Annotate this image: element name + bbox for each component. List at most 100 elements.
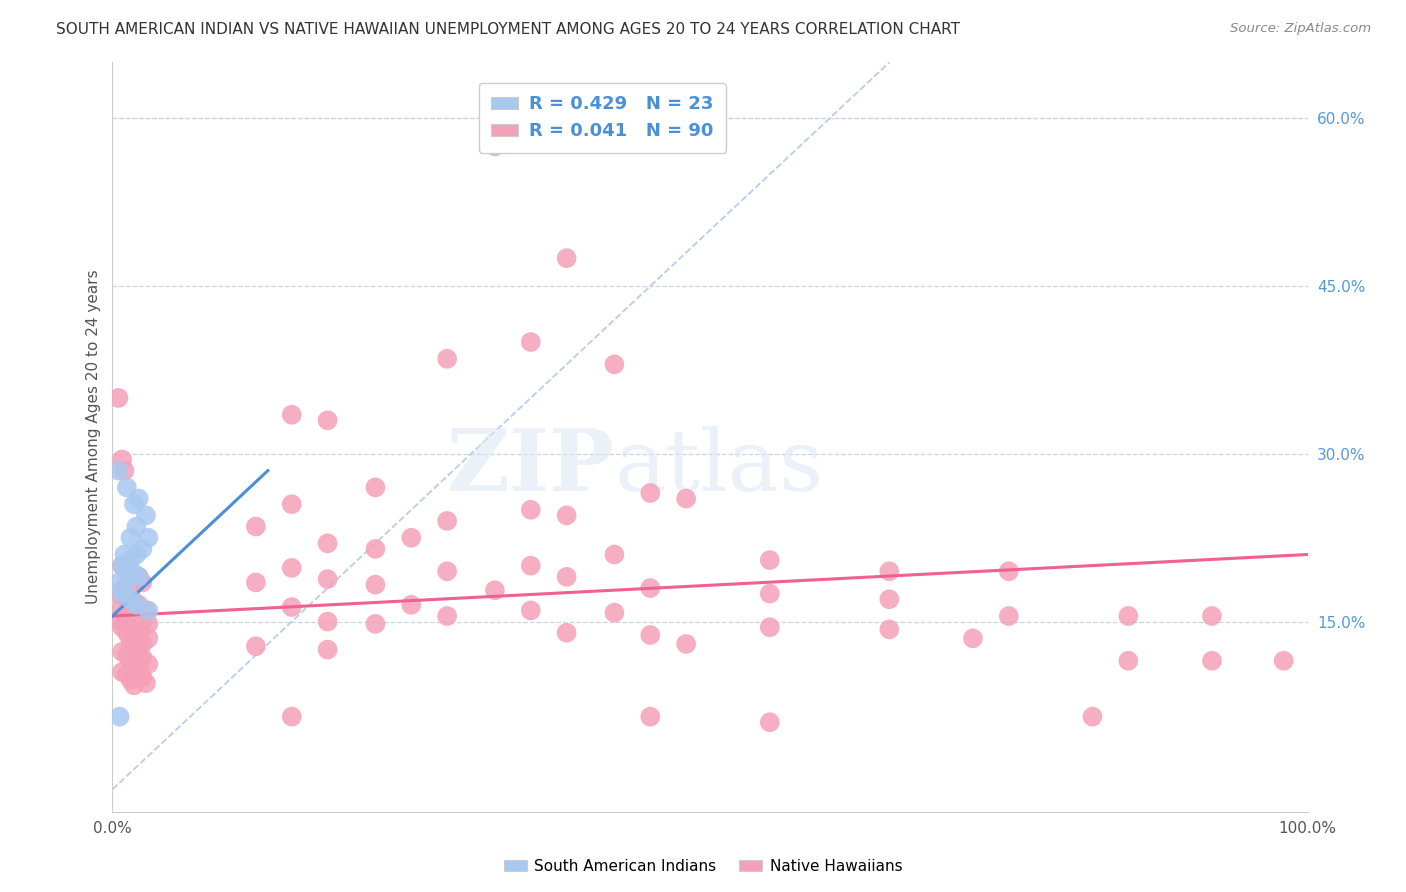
Point <box>484 139 506 153</box>
Point <box>115 561 138 575</box>
Point <box>879 564 901 578</box>
Point <box>115 648 138 662</box>
Point <box>122 639 145 653</box>
Point <box>115 667 138 681</box>
Point <box>115 625 138 640</box>
Point <box>128 570 150 584</box>
Text: ZIP: ZIP <box>447 425 614 509</box>
Point <box>1201 609 1223 624</box>
Point <box>138 632 160 646</box>
Point <box>122 497 145 511</box>
Point <box>120 673 142 687</box>
Point <box>245 519 267 533</box>
Point <box>131 650 153 665</box>
Point <box>401 531 423 545</box>
Point <box>364 577 387 591</box>
Point <box>120 606 142 620</box>
Point <box>879 592 901 607</box>
Point <box>520 502 543 516</box>
Point <box>138 657 160 672</box>
Point <box>281 497 304 511</box>
Point <box>603 548 626 562</box>
Point <box>120 577 142 591</box>
Point <box>128 598 150 612</box>
Point <box>759 620 782 634</box>
Point <box>107 587 129 601</box>
Point <box>120 654 142 668</box>
Point <box>107 612 129 626</box>
Point <box>114 609 135 624</box>
Point <box>759 715 782 730</box>
Point <box>131 637 153 651</box>
Point <box>1118 654 1140 668</box>
Point <box>125 598 148 612</box>
Point <box>111 452 134 467</box>
Point <box>998 609 1021 624</box>
Point <box>135 603 157 617</box>
Point <box>316 413 339 427</box>
Point <box>114 548 135 562</box>
Point <box>120 553 142 567</box>
Point <box>316 642 339 657</box>
Point <box>111 558 134 573</box>
Point <box>759 553 782 567</box>
Point <box>120 592 142 607</box>
Point <box>520 558 543 573</box>
Point <box>879 623 901 637</box>
Point <box>120 531 142 545</box>
Point <box>603 606 626 620</box>
Point <box>111 558 134 573</box>
Point <box>138 616 160 631</box>
Point <box>962 632 984 646</box>
Point <box>107 464 129 478</box>
Point <box>114 583 135 598</box>
Point <box>281 561 304 575</box>
Point <box>316 572 339 586</box>
Point <box>122 678 145 692</box>
Point <box>316 536 339 550</box>
Point <box>122 659 145 673</box>
Point <box>111 645 134 659</box>
Point <box>135 508 157 523</box>
Point <box>316 615 339 629</box>
Point <box>520 334 543 349</box>
Point <box>675 637 697 651</box>
Point <box>122 594 145 608</box>
Point <box>1272 654 1295 668</box>
Point <box>111 620 134 634</box>
Point <box>640 486 662 500</box>
Point <box>138 531 160 545</box>
Point <box>125 519 148 533</box>
Point <box>998 564 1021 578</box>
Point <box>640 628 662 642</box>
Point <box>128 628 150 642</box>
Point <box>114 464 135 478</box>
Point <box>125 548 148 562</box>
Point <box>759 587 782 601</box>
Point <box>138 603 160 617</box>
Point <box>555 251 578 265</box>
Point <box>1081 709 1104 723</box>
Point <box>245 639 267 653</box>
Point <box>555 570 578 584</box>
Y-axis label: Unemployment Among Ages 20 to 24 years: Unemployment Among Ages 20 to 24 years <box>86 269 101 605</box>
Point <box>128 642 150 657</box>
Point <box>111 587 134 601</box>
Point <box>436 609 458 624</box>
Point <box>122 566 145 581</box>
Point <box>128 570 150 584</box>
Point <box>128 491 150 506</box>
Text: atlas: atlas <box>614 425 824 508</box>
Point <box>115 480 138 494</box>
Text: Source: ZipAtlas.com: Source: ZipAtlas.com <box>1230 22 1371 36</box>
Point <box>245 575 267 590</box>
Point <box>436 564 458 578</box>
Point <box>281 408 304 422</box>
Point <box>131 575 153 590</box>
Point <box>364 616 387 631</box>
Point <box>131 541 153 556</box>
Point <box>640 709 662 723</box>
Point <box>555 625 578 640</box>
Point <box>122 570 145 584</box>
Legend: South American Indians, Native Hawaiians: South American Indians, Native Hawaiians <box>498 853 908 880</box>
